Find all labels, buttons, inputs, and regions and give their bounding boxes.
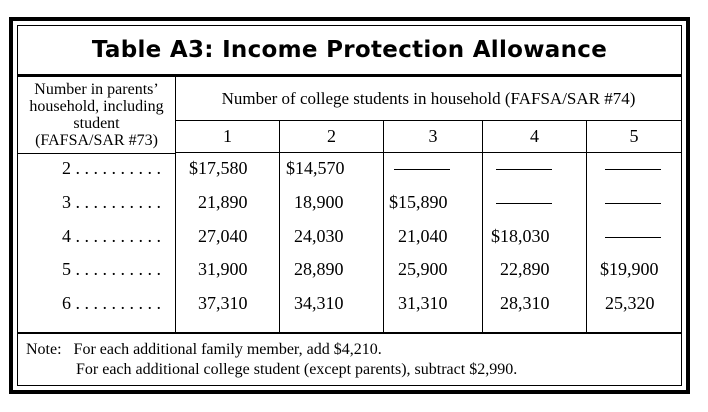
table-cell: 28,310 [500,293,550,313]
column-header: 2 [280,121,383,153]
column-divider [586,121,587,332]
table-note: Note: For each additional family member,… [26,340,517,380]
note-line-2: For each additional college student (exc… [76,361,518,378]
table-frame: Table A3: Income Protection Allowance Nu… [9,17,690,394]
empty-cell-dash [605,203,661,204]
table-cell: 21,040 [398,226,448,246]
table-cell: 22,890 [500,259,550,279]
table-cell: 21,890 [198,192,248,212]
table-cell: 18,900 [294,192,344,212]
row-label: 4 . . . . . . . . . . [62,226,161,246]
column-header: 5 [587,121,681,153]
table-cell: 25,320 [605,293,655,313]
row-header-line: (FAFSA/SAR #73) [35,132,158,149]
empty-cell-dash [605,237,661,238]
empty-cell-dash [496,203,552,204]
row-header-line: household, including [29,98,164,115]
row-label: 5 . . . . . . . . . . [62,259,161,279]
column-divider [482,121,483,332]
table-cell: 34,310 [294,293,344,313]
column-group-header: Number of college students in household … [176,77,681,121]
table-cell: 37,310 [198,293,248,313]
empty-cell-dash [496,169,552,170]
column-header: 3 [384,121,482,153]
row-header-line: Number in parents’ [34,81,159,98]
column-header: 4 [483,121,586,153]
table-cell: $19,900 [600,259,659,279]
table-cell: $18,030 [491,226,550,246]
table-cell: $17,580 [189,158,248,178]
table-cell: 31,310 [398,293,448,313]
column-divider [279,121,280,332]
column-header: 1 [176,121,279,153]
note-line-1: For each additional family member, add $… [73,341,382,358]
table-inner: Table A3: Income Protection Allowance Nu… [17,25,682,386]
note-divider [18,332,681,334]
row-label: 3 . . . . . . . . . . [62,192,161,212]
table-title: Table A3: Income Protection Allowance [18,26,681,77]
row-header-line: student [73,115,120,132]
column-divider [383,121,384,332]
table-cell: $14,570 [286,158,345,178]
row-label: 6 . . . . . . . . . . [62,293,161,313]
row-label-divider [175,153,176,332]
empty-cell-dash [605,169,661,170]
empty-cell-dash [394,169,450,170]
note-prefix: Note: [26,341,62,358]
table-cell: 27,040 [198,226,248,246]
table-cell: $15,890 [389,192,448,212]
table-cell: 25,900 [398,259,448,279]
table-cell: 28,890 [294,259,344,279]
table-cell: 24,030 [294,226,344,246]
table-cell: 31,900 [198,259,248,279]
row-header: Number in parents’ household, including … [18,77,176,154]
row-label: 2 . . . . . . . . . . [62,158,161,178]
